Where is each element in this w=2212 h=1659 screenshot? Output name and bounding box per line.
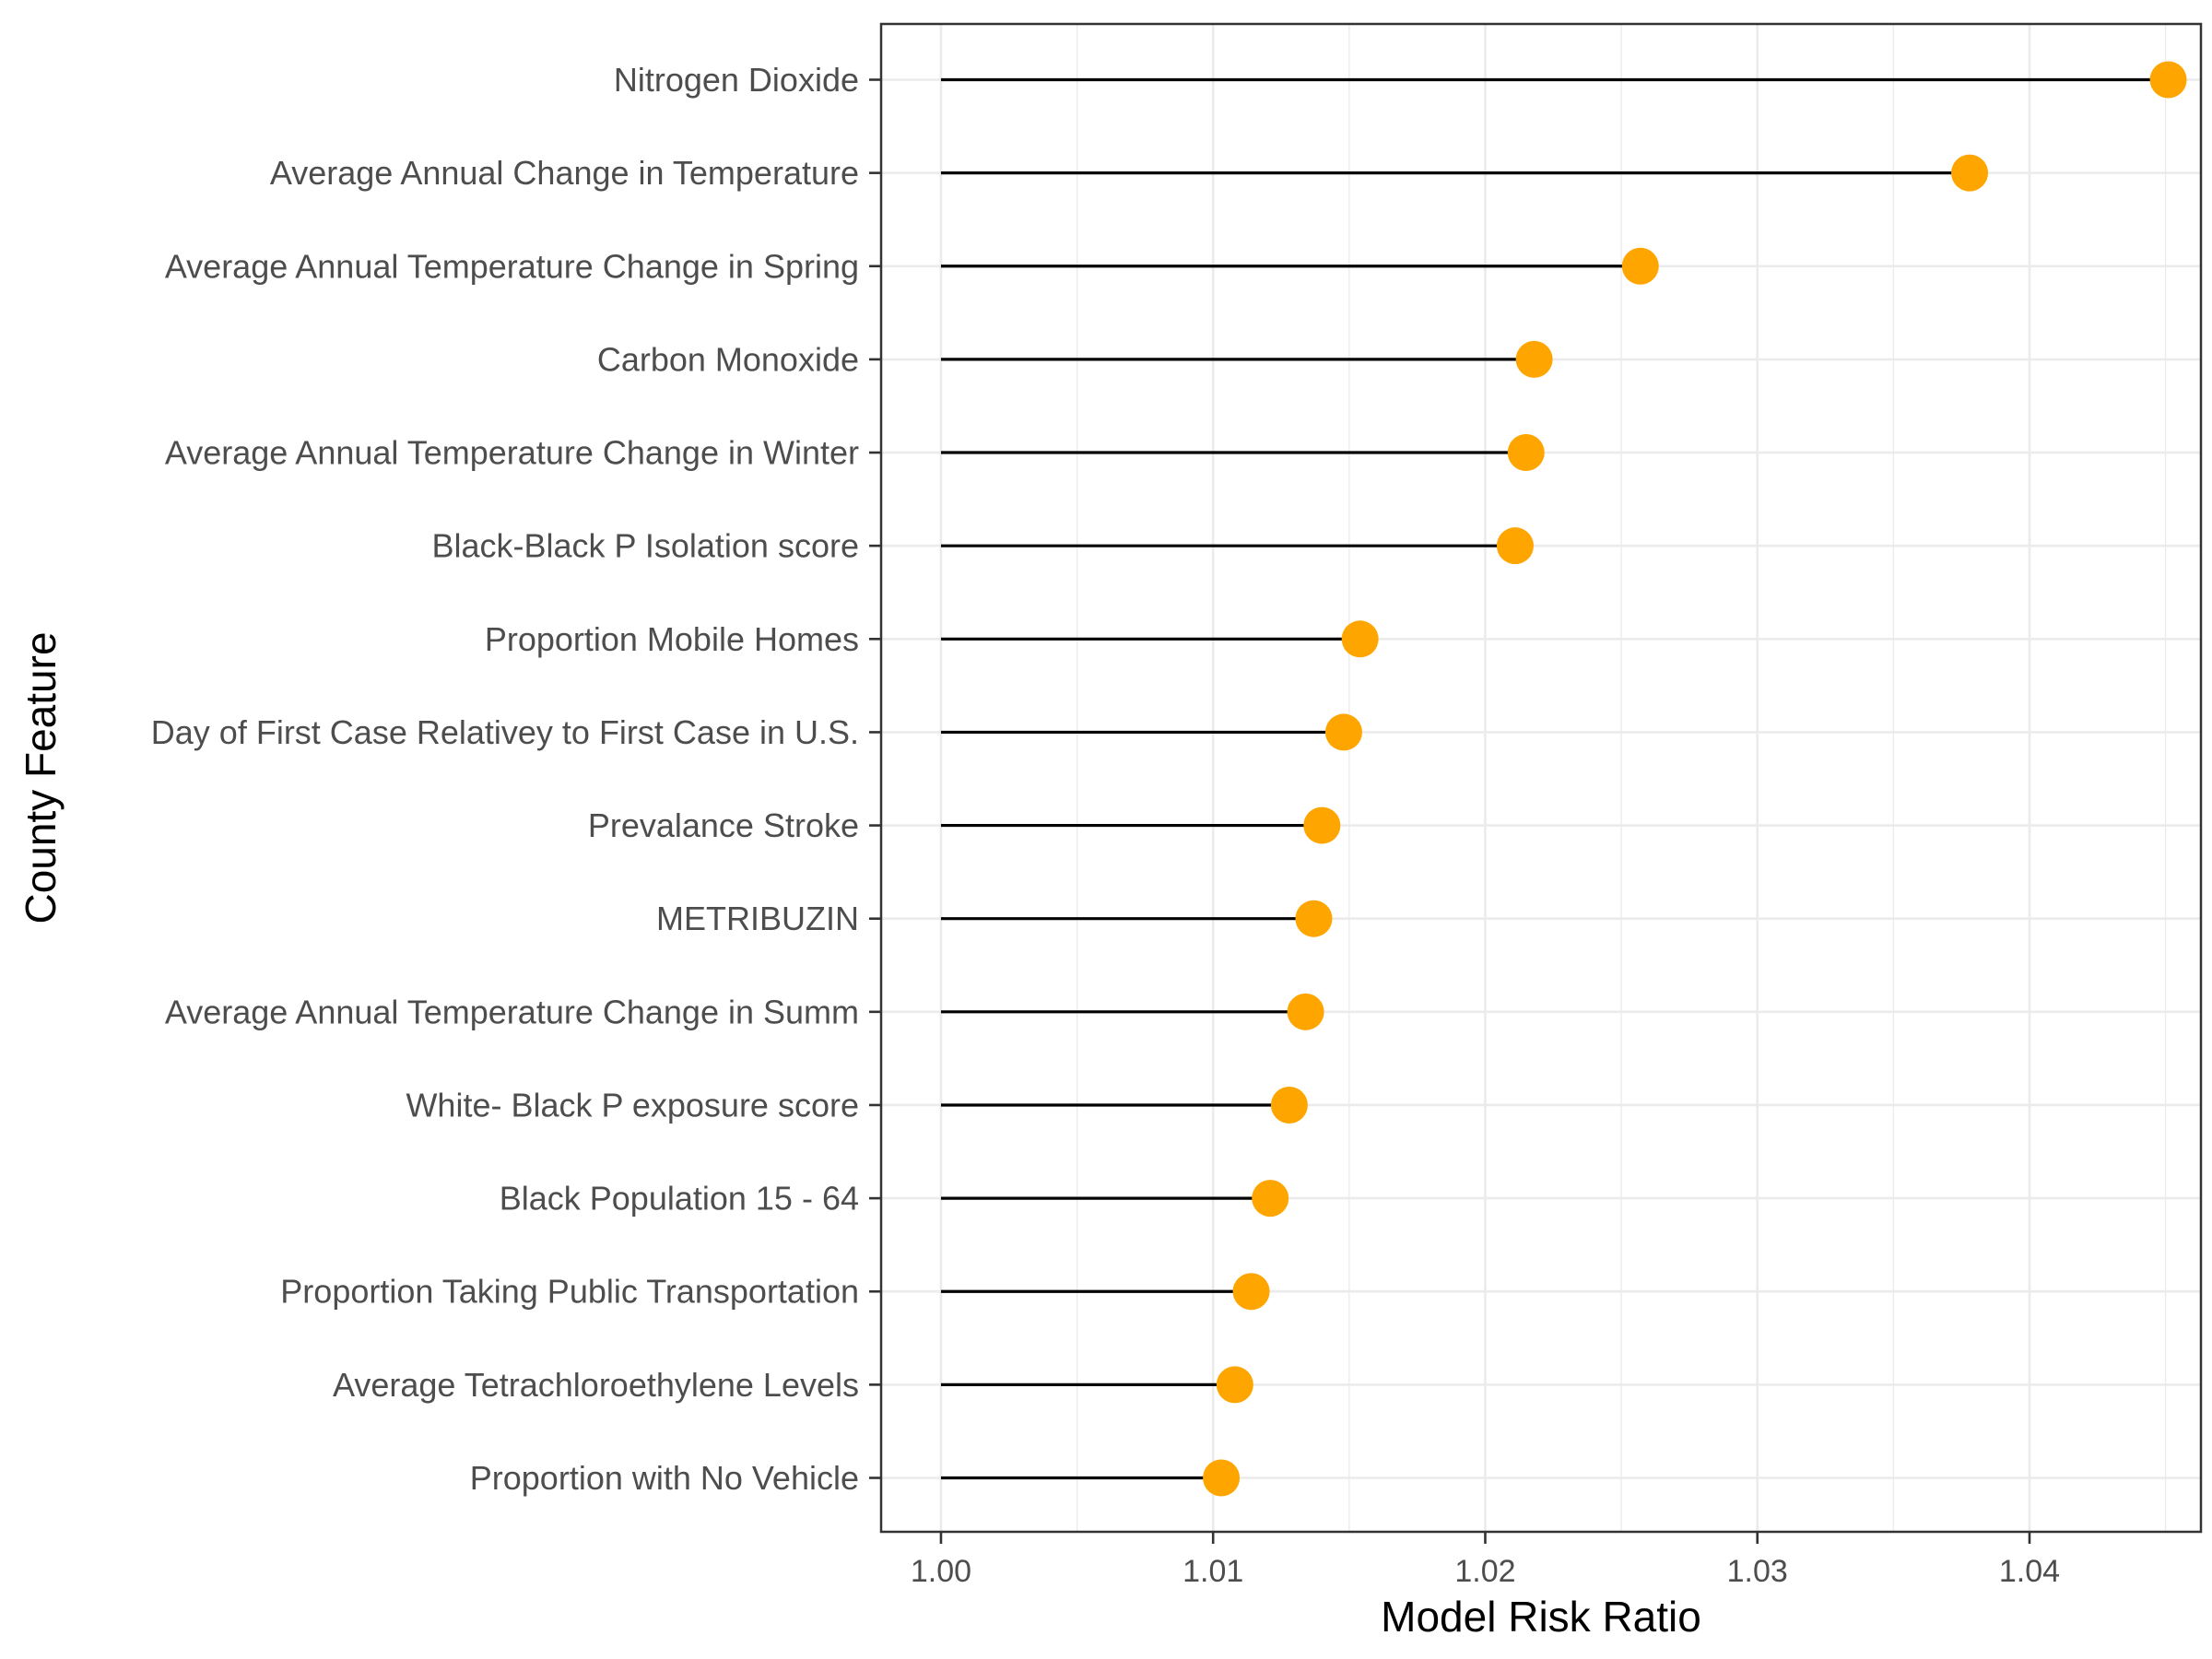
y-tick-label: Proportion Mobile Homes — [485, 620, 859, 658]
lollipop-point — [1303, 806, 1341, 844]
y-tick-label: White- Black P exposure score — [406, 1086, 859, 1124]
y-tick-label: Average Annual Change in Temperature — [270, 154, 859, 192]
y-tick-label: METRIBUZIN — [656, 900, 859, 937]
y-axis-ticks: Nitrogen Dioxide Average Annual Change in… — [151, 61, 881, 1497]
y-tick-label: Nitrogen Dioxide — [614, 61, 859, 99]
lollipop-point — [1496, 527, 1534, 565]
x-tick-label: 1.00 — [911, 1554, 971, 1589]
lollipop-point — [1515, 340, 1553, 378]
panel-border — [879, 22, 2203, 1534]
y-tick-label: Black Population 15 - 64 — [500, 1180, 859, 1218]
x-tick-label: 1.01 — [1182, 1554, 1243, 1589]
lollipop-point — [1270, 1086, 1308, 1124]
y-tick-label: Carbon Monoxide — [597, 340, 859, 378]
y-tick-label: Proportion with No Vehicle — [470, 1459, 859, 1497]
lollipop-point — [2149, 61, 2187, 99]
y-tick-label: Average Annual Temperature Change in Win… — [165, 434, 859, 472]
y-tick-label: Black-Black P Isolation score — [431, 527, 859, 565]
y-tick-label: Prevalance Stroke — [588, 806, 859, 844]
y-axis-title: County Feature — [17, 631, 65, 924]
lollipop-point — [1287, 993, 1324, 1030]
lollipop-point — [1341, 620, 1379, 658]
x-tick-label: 1.03 — [1727, 1554, 1788, 1589]
x-tick-label: 1.04 — [1999, 1554, 2060, 1589]
lollipop-point — [1216, 1366, 1253, 1404]
x-axis-title: Model Risk Ratio — [1381, 1593, 1701, 1641]
lollipop-point — [1203, 1459, 1241, 1497]
x-axis-ticks: 1.00 1.01 1.02 1.03 1.04 — [911, 1532, 2060, 1589]
y-tick-label: Average Tetrachloroethylene Levels — [333, 1366, 859, 1404]
lollipop-points — [1203, 61, 2187, 1497]
lollipop-segments — [940, 77, 2169, 1480]
x-tick-label: 1.02 — [1454, 1554, 1515, 1589]
y-tick-label: Day of First Case Relativey to First Cas… — [151, 713, 859, 751]
lollipop-point — [1621, 247, 1659, 285]
lollipop-point — [1232, 1273, 1270, 1311]
y-tick-label: Average Annual Temperature Change in Spr… — [165, 247, 859, 285]
y-tick-label: Average Annual Temperature Change in Sum… — [165, 993, 859, 1030]
y-tick-label: Proportion Taking Public Transportation — [280, 1273, 859, 1311]
lollipop-point — [1252, 1180, 1289, 1218]
lollipop-point — [1951, 154, 1989, 192]
lollipop-point — [1324, 713, 1362, 751]
lollipop-point — [1295, 900, 1333, 937]
lollipop-point — [1507, 434, 1545, 472]
